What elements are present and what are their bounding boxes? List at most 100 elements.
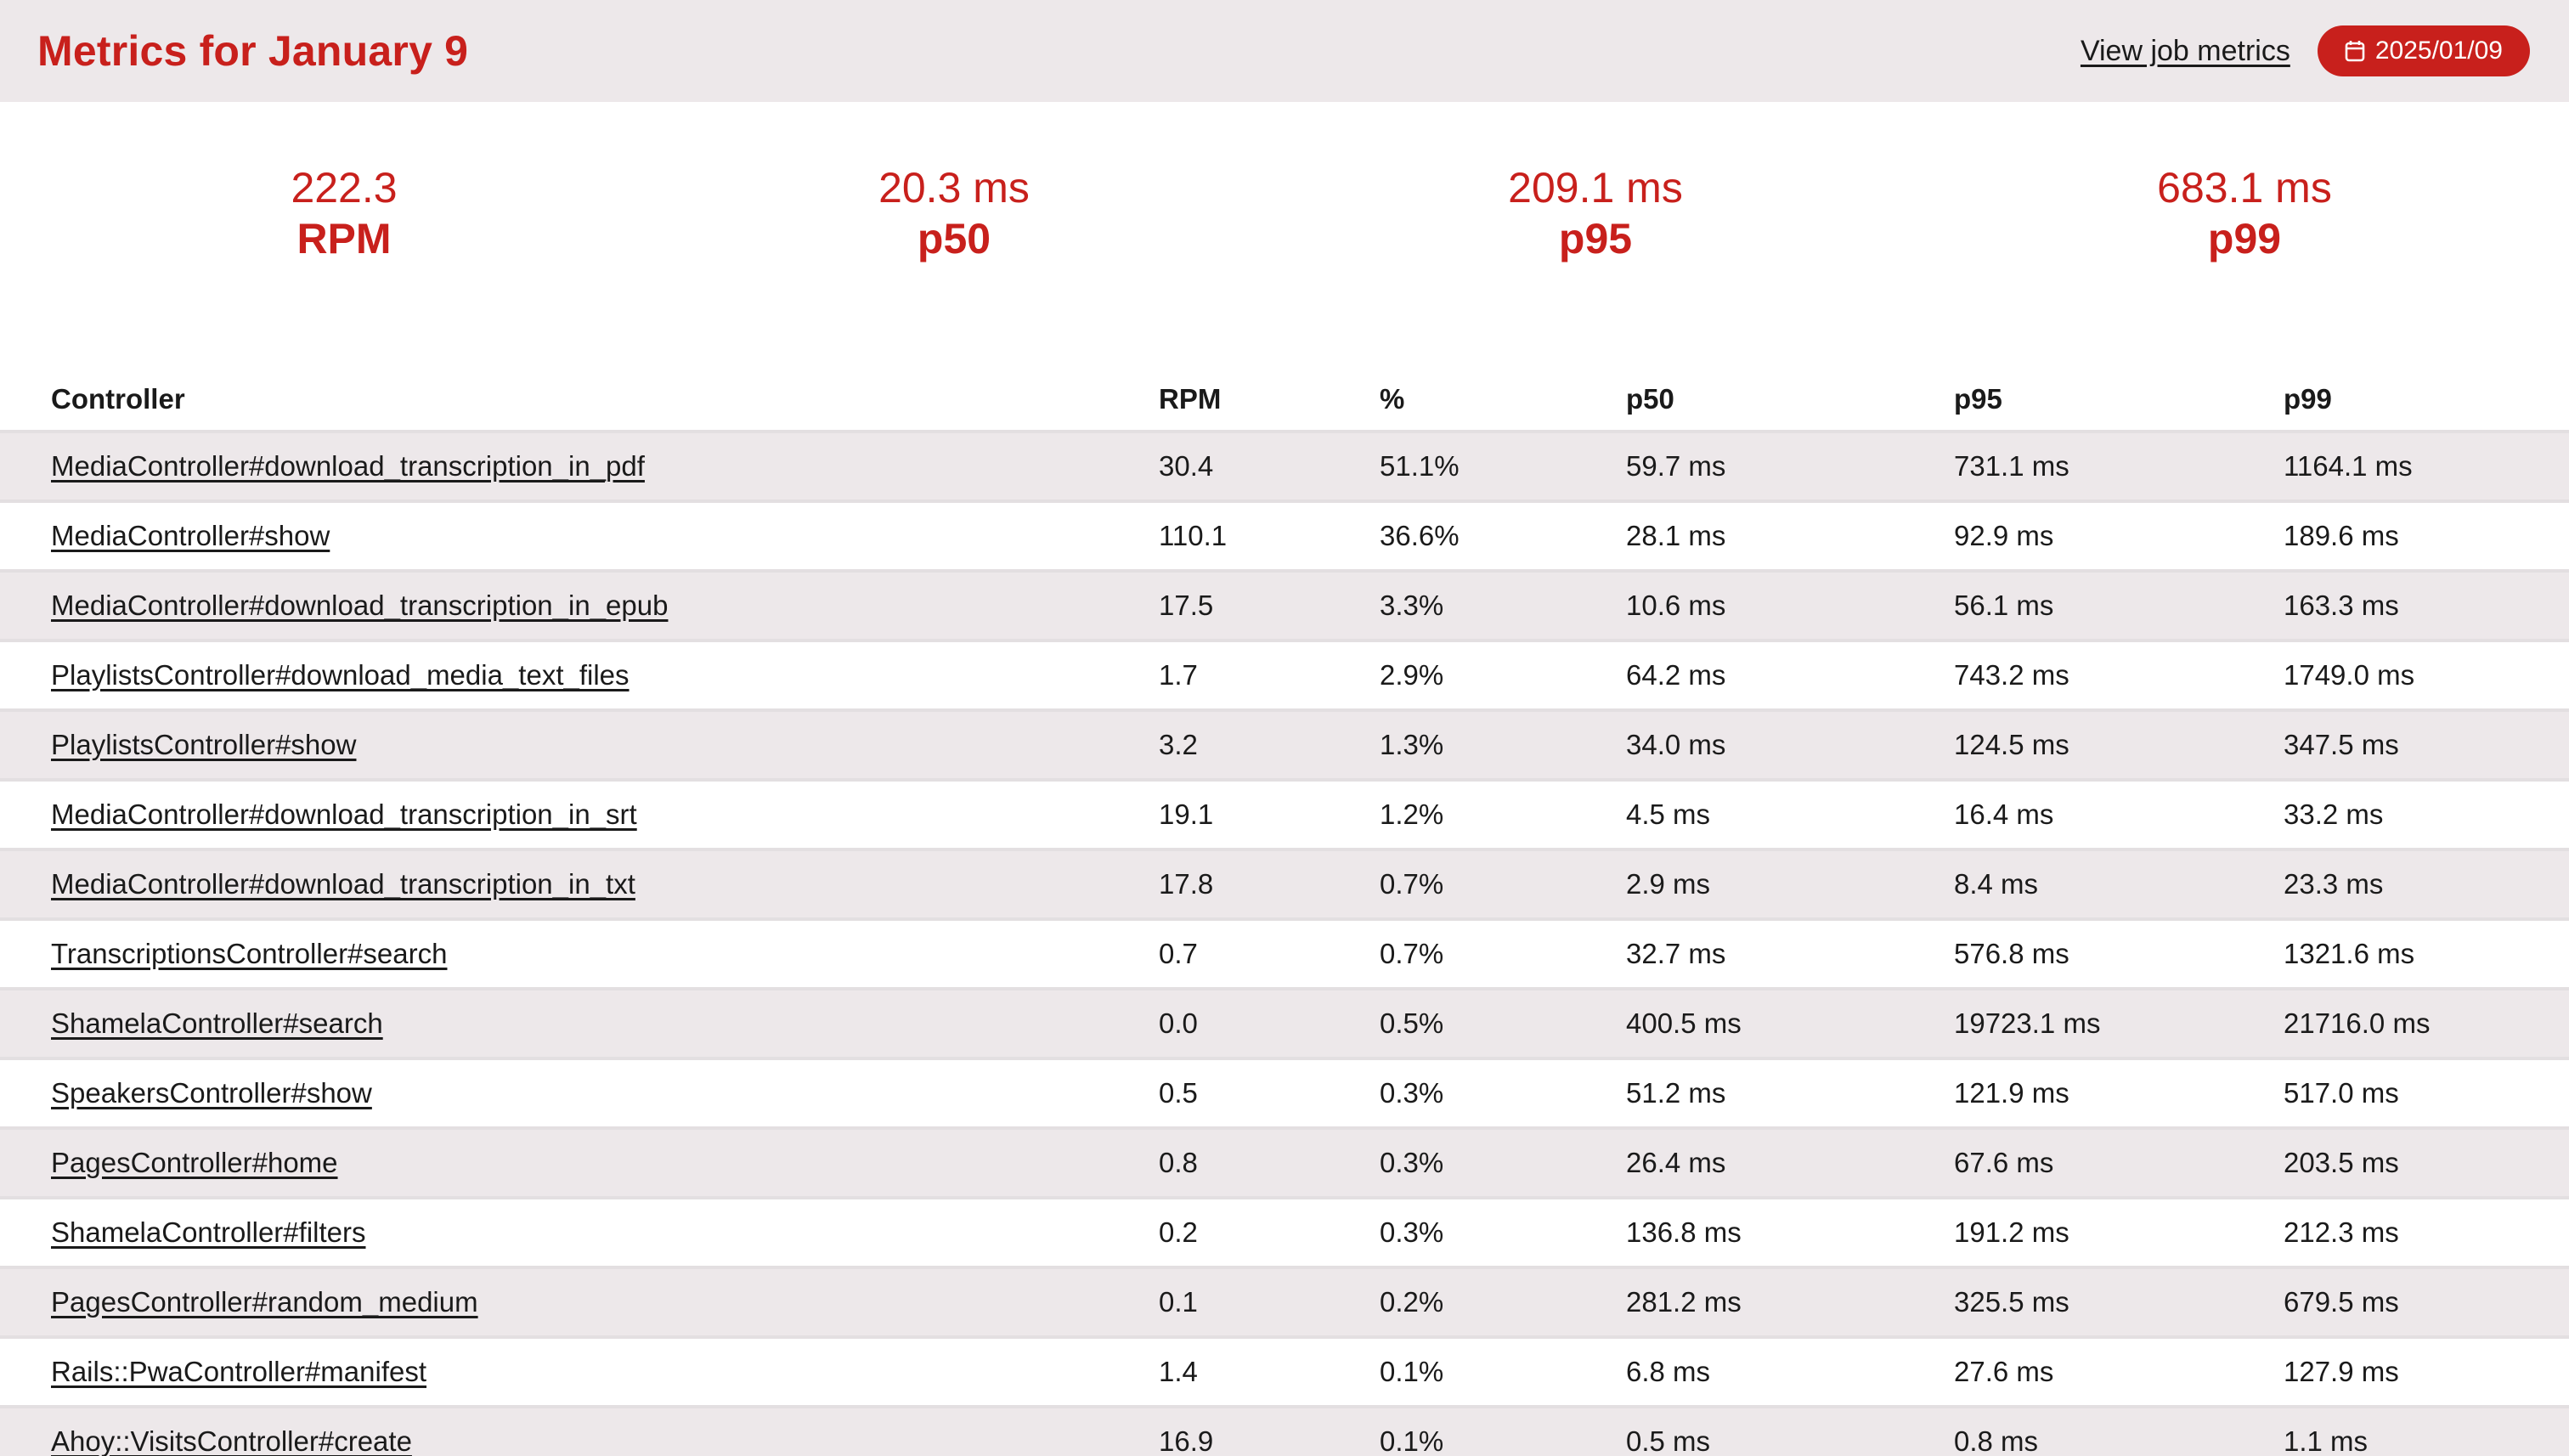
controller-link[interactable]: PlaylistsController#show (51, 729, 357, 760)
cell-p99: 1.1 ms (2284, 1407, 2569, 1456)
cell-percent: 0.7% (1380, 919, 1626, 990)
cell-p99: 163.3 ms (2284, 571, 2569, 642)
cell-rpm: 0.8 (1159, 1128, 1380, 1199)
cell-rpm: 0.7 (1159, 919, 1380, 990)
cell-p99: 212.3 ms (2284, 1198, 2569, 1269)
cell-p50: 28.1 ms (1626, 501, 1954, 573)
table-row: MediaController#download_transcription_i… (0, 571, 2569, 642)
cell-p99: 189.6 ms (2284, 501, 2569, 573)
cell-p95: 124.5 ms (1954, 710, 2284, 782)
date-label: 2025/01/09 (2374, 37, 2503, 65)
stat-rpm: 222.3 RPM (291, 161, 397, 263)
cell-p99: 23.3 ms (2284, 849, 2569, 921)
cell-controller: MediaController#show (0, 501, 1159, 573)
stat-rpm-label: RPM (296, 215, 392, 262)
table-row: Ahoy::VisitsController#create 16.9 0.1% 0.5… (0, 1407, 2569, 1456)
cell-p50: 10.6 ms (1626, 571, 1954, 642)
cell-percent: 36.6% (1380, 501, 1626, 573)
date-picker-button[interactable]: 2025/01/09 (2317, 25, 2530, 76)
controller-link[interactable]: ShamelaController#filters (51, 1216, 366, 1248)
cell-p50: 0.5 ms (1626, 1407, 1954, 1456)
cell-rpm: 0.0 (1159, 989, 1380, 1060)
stat-p95-label: p95 (1558, 215, 1633, 262)
cell-percent: 0.3% (1380, 1128, 1626, 1199)
controller-link[interactable]: PlaylistsController#download_media_text_… (51, 659, 630, 691)
cell-controller: MediaController#download_transcription_i… (0, 432, 1159, 503)
controller-link[interactable]: MediaController#download_transcription_i… (51, 868, 635, 900)
cell-p50: 34.0 ms (1626, 710, 1954, 782)
cell-percent: 3.3% (1380, 571, 1626, 642)
cell-percent: 0.3% (1380, 1198, 1626, 1269)
table-row: MediaController#download_transcription_i… (0, 849, 2569, 921)
cell-p99: 33.2 ms (2284, 780, 2569, 851)
cell-controller: PagesController#home (0, 1128, 1159, 1199)
cell-p50: 400.5 ms (1626, 989, 1954, 1060)
controller-link[interactable]: ShamelaController#search (51, 1007, 383, 1039)
cell-p50: 32.7 ms (1626, 919, 1954, 990)
controller-link[interactable]: SpeakersController#show (51, 1077, 372, 1109)
cell-p99: 21716.0 ms (2284, 989, 2569, 1060)
controller-link[interactable]: MediaController#download_transcription_i… (51, 590, 669, 621)
column-header-controller: Controller (0, 357, 1159, 433)
cell-controller: ShamelaController#search (0, 989, 1159, 1060)
table-row: MediaController#download_transcription_i… (0, 780, 2569, 851)
cell-p50: 6.8 ms (1626, 1337, 1954, 1408)
cell-p95: 191.2 ms (1954, 1198, 2284, 1269)
stat-p99-label: p99 (2207, 215, 2282, 262)
view-job-metrics-link[interactable]: View job metrics (2080, 34, 2290, 67)
cell-p50: 64.2 ms (1626, 641, 1954, 712)
cell-percent: 51.1% (1380, 432, 1626, 503)
header-actions: View job metrics 2025/01/09 (2081, 25, 2530, 76)
table-header: Controller RPM % p50 p95 p99 (0, 357, 2569, 433)
table-row: ShamelaController#filters 0.2 0.3% 136.8 ms… (0, 1198, 2569, 1269)
table-row: PlaylistsController#show 3.2 1.3% 34.0 ms 12… (0, 710, 2569, 782)
controller-link[interactable]: MediaController#show (51, 520, 330, 551)
table-row: MediaController#download_transcription_i… (0, 432, 2569, 503)
stat-p50-value: 20.3 ms (878, 164, 1030, 212)
cell-p99: 1749.0 ms (2284, 641, 2569, 712)
controller-link[interactable]: MediaController#download_transcription_i… (51, 799, 637, 830)
cell-p95: 92.9 ms (1954, 501, 2284, 573)
column-header-p99: p99 (2284, 357, 2569, 433)
cell-p50: 281.2 ms (1626, 1267, 1954, 1339)
cell-p95: 56.1 ms (1954, 571, 2284, 642)
cell-p95: 743.2 ms (1954, 641, 2284, 712)
controller-link[interactable]: PagesController#home (51, 1147, 338, 1178)
cell-controller: Ahoy::VisitsController#create (0, 1407, 1159, 1456)
cell-percent: 1.2% (1380, 780, 1626, 851)
controller-link[interactable]: PagesController#random_medium (51, 1286, 478, 1318)
cell-p95: 27.6 ms (1954, 1337, 2284, 1408)
cell-controller: SpeakersController#show (0, 1058, 1159, 1130)
cell-percent: 0.7% (1380, 849, 1626, 921)
cell-p99: 1321.6 ms (2284, 919, 2569, 990)
cell-p99: 203.5 ms (2284, 1128, 2569, 1199)
cell-p50: 51.2 ms (1626, 1058, 1954, 1130)
cell-p50: 136.8 ms (1626, 1198, 1954, 1269)
cell-controller: PagesController#random_medium (0, 1267, 1159, 1339)
cell-rpm: 16.9 (1159, 1407, 1380, 1456)
cell-percent: 0.2% (1380, 1267, 1626, 1339)
column-header-percent: % (1380, 357, 1626, 433)
cell-rpm: 17.5 (1159, 571, 1380, 642)
cell-p95: 576.8 ms (1954, 919, 2284, 990)
cell-p50: 2.9 ms (1626, 849, 1954, 921)
cell-rpm: 110.1 (1159, 501, 1380, 573)
cell-controller: PlaylistsController#show (0, 710, 1159, 782)
column-header-p95: p95 (1954, 357, 2284, 433)
table-header-row: Controller RPM % p50 p95 p99 (0, 357, 2569, 433)
stat-p95: 209.1 ms p95 (1508, 161, 1683, 263)
cell-controller: ShamelaController#filters (0, 1198, 1159, 1269)
cell-percent: 1.3% (1380, 710, 1626, 782)
cell-rpm: 0.2 (1159, 1198, 1380, 1269)
controller-link[interactable]: TranscriptionsController#search (51, 938, 448, 969)
cell-percent: 2.9% (1380, 641, 1626, 712)
stat-p95-value: 209.1 ms (1508, 164, 1683, 212)
cell-percent: 0.5% (1380, 989, 1626, 1060)
stat-p99: 683.1 ms p99 (2157, 161, 2332, 263)
controller-link[interactable]: MediaController#download_transcription_i… (51, 450, 645, 482)
controller-link[interactable]: Rails::PwaController#manifest (51, 1356, 427, 1387)
controller-link[interactable]: Ahoy::VisitsController#create (51, 1425, 412, 1456)
column-header-p50: p50 (1626, 357, 1954, 433)
cell-p95: 8.4 ms (1954, 849, 2284, 921)
table-row: MediaController#show 110.1 36.6% 28.1 ms 92.… (0, 501, 2569, 573)
